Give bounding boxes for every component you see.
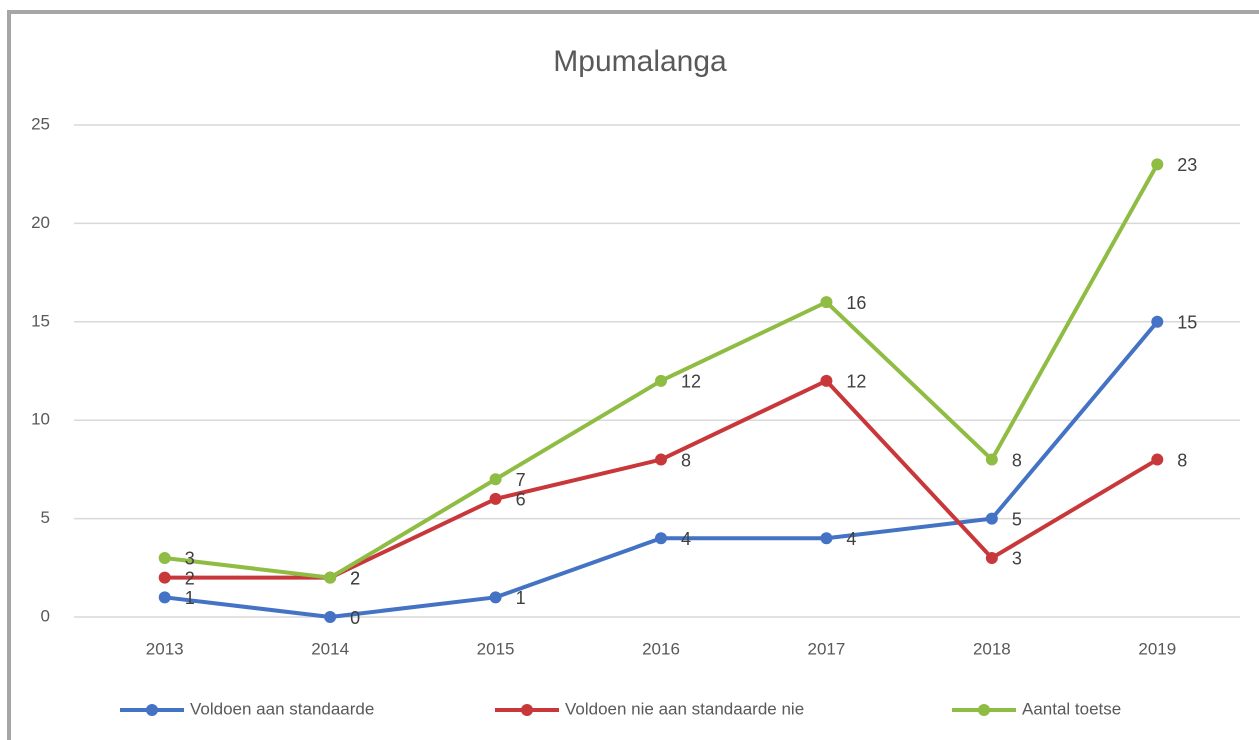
data-label: 1 [516, 588, 526, 608]
x-tick-label: 2017 [808, 639, 846, 658]
point-marker [985, 453, 998, 466]
data-label: 2 [350, 568, 360, 588]
legend-label: Aantal toetse [1022, 699, 1121, 718]
legend-marker [146, 704, 158, 716]
point-marker [489, 591, 502, 604]
point-marker [820, 532, 833, 545]
x-tick-label: 2016 [642, 639, 680, 658]
y-tick-label: 10 [31, 410, 50, 429]
series-line [164, 320, 1159, 619]
point-marker [820, 374, 833, 387]
legend-marker [978, 704, 990, 716]
data-label: 16 [846, 293, 866, 313]
y-tick-label: 15 [31, 311, 50, 330]
y-tick-label: 20 [31, 213, 50, 232]
data-label: 0 [350, 608, 360, 628]
data-label: 2 [350, 568, 360, 588]
point-marker [324, 571, 337, 584]
point-marker [1151, 315, 1164, 328]
point-marker [158, 551, 171, 564]
data-label: 5 [1012, 509, 1022, 529]
legend-marker [521, 704, 533, 716]
x-tick-label: 2019 [1138, 639, 1176, 658]
y-tick-label: 0 [41, 606, 50, 625]
data-label: 15 [1177, 313, 1197, 333]
point-marker [985, 512, 998, 525]
data-label: 6 [516, 490, 526, 510]
y-tick-label: 5 [41, 508, 50, 527]
point-marker [324, 611, 337, 623]
series-line [164, 163, 1160, 580]
x-tick-label: 2013 [146, 639, 184, 658]
legend-label: Voldoen aan standaarde [190, 699, 374, 718]
data-label: 4 [681, 529, 691, 549]
series-line [164, 378, 1159, 580]
data-label: 2 [185, 568, 195, 588]
point-marker [655, 374, 667, 387]
data-label: 3 [1012, 549, 1022, 569]
data-label: 3 [185, 549, 195, 569]
data-label: 7 [516, 470, 526, 490]
chart-title: Mpumalanga [553, 45, 727, 78]
point-marker [655, 532, 667, 545]
data-label: 12 [681, 372, 701, 392]
point-marker [1151, 158, 1164, 171]
data-label: 1 [185, 588, 195, 608]
x-tick-label: 2018 [973, 639, 1011, 658]
point-marker [985, 551, 998, 564]
legend-label: Voldoen nie aan standaarde nie [565, 699, 804, 718]
point-marker [489, 473, 502, 486]
point-marker [158, 571, 171, 584]
data-label: 12 [846, 372, 866, 392]
y-tick-label: 25 [31, 114, 50, 133]
x-tick-label: 2015 [477, 639, 515, 658]
data-label: 23 [1177, 155, 1197, 175]
data-label: 8 [1177, 450, 1187, 470]
point-marker [1151, 453, 1164, 466]
point-marker [655, 453, 667, 466]
chart-frame [7, 10, 1259, 740]
point-marker [820, 296, 833, 309]
data-label: 8 [681, 450, 691, 470]
point-marker [489, 492, 502, 505]
data-label: 8 [1012, 450, 1022, 470]
point-marker [158, 591, 171, 604]
data-label: 4 [846, 529, 856, 549]
x-tick-label: 2014 [311, 639, 349, 658]
